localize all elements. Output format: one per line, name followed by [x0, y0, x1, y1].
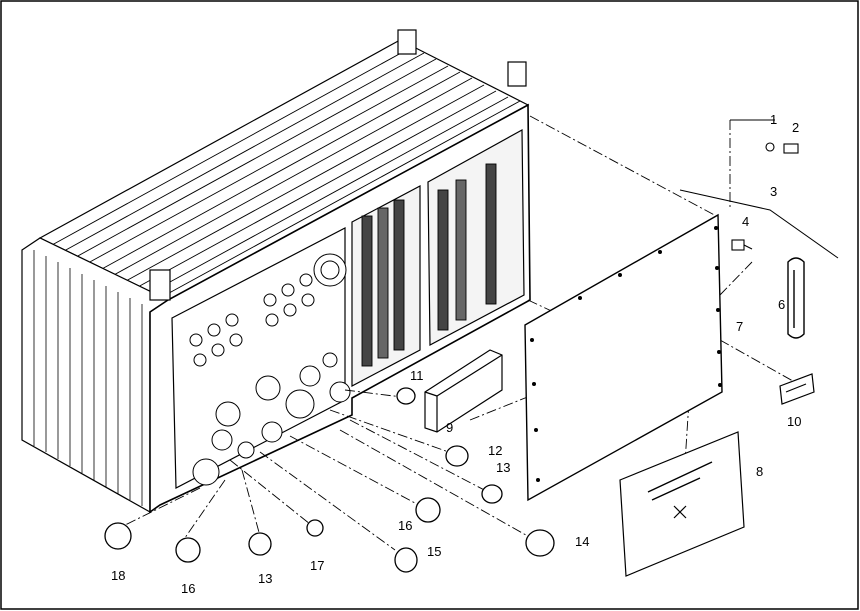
screw-parts: [731, 142, 799, 251]
filler-block: [424, 349, 503, 433]
circuit-cards: [361, 163, 497, 367]
caps: [104, 387, 555, 573]
identification-plate: [619, 431, 745, 577]
callout-16-right: 16: [398, 518, 412, 533]
callout-14: 14: [575, 534, 589, 549]
heatsink-fins: [51, 46, 521, 299]
callouts: 1 2 3 4 6 7 8 9 10 11 12 13 13 14 15 16 …: [111, 112, 801, 596]
callout-8: 8: [756, 464, 763, 479]
callout-3: 3: [770, 184, 777, 199]
callout-16-bottom: 16: [181, 581, 195, 596]
side-fins: [33, 250, 143, 506]
callout-13-right: 13: [496, 460, 510, 475]
cover-plate: [524, 213, 723, 502]
panel-connectors: [189, 253, 351, 486]
callout-4: 4: [742, 214, 749, 229]
callout-12: 12: [488, 443, 502, 458]
callout-1: 1: [770, 112, 777, 127]
callout-13-bottom: 13: [258, 571, 272, 586]
callout-17: 17: [310, 558, 324, 573]
handle-part: [787, 257, 805, 339]
callout-2: 2: [792, 120, 799, 135]
callout-10: 10: [787, 414, 801, 429]
bracket-lines: [679, 119, 839, 259]
callout-18: 18: [111, 568, 125, 583]
callout-9: 9: [446, 420, 453, 435]
nameplate-part: [779, 373, 815, 405]
callout-6: 6: [778, 297, 785, 312]
callout-11: 11: [410, 368, 424, 383]
callout-15: 15: [427, 544, 441, 559]
callout-7: 7: [736, 319, 743, 334]
chassis-assembly: [21, 29, 531, 514]
